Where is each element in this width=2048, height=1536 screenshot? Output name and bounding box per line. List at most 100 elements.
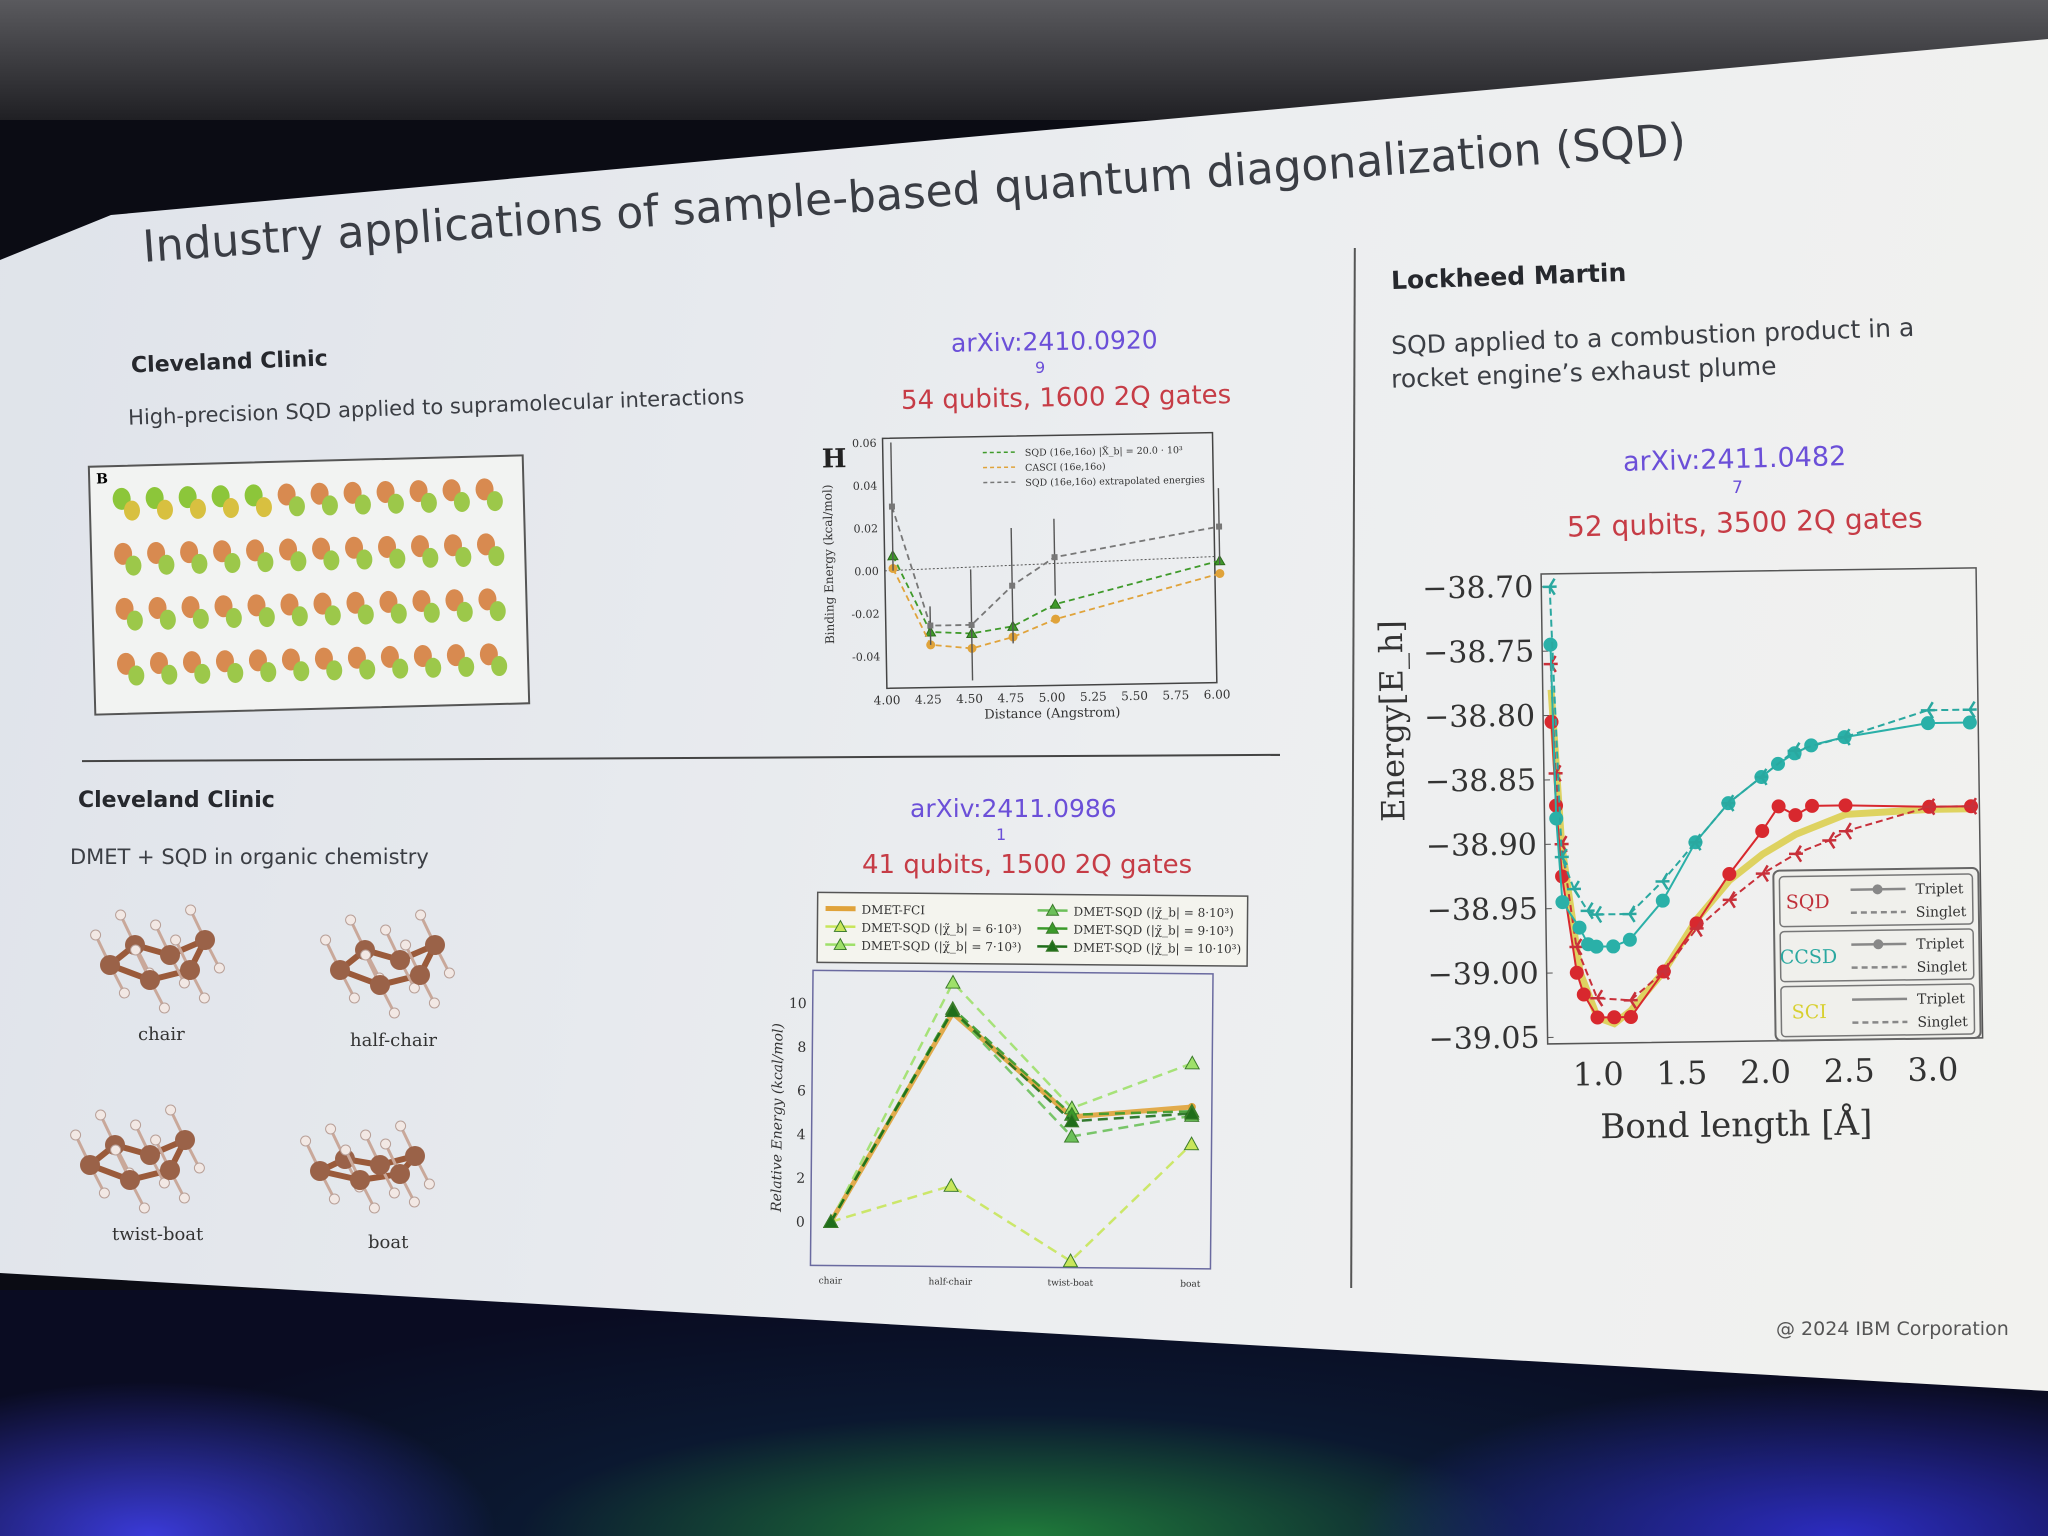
orbital-lobe bbox=[293, 661, 310, 682]
carbon-atom bbox=[405, 1146, 425, 1166]
orbital-grid bbox=[112, 478, 508, 686]
carbon-atom bbox=[330, 960, 350, 980]
series-line bbox=[1547, 689, 1972, 1028]
data-point bbox=[1623, 1010, 1638, 1025]
orbital-lobe bbox=[491, 656, 508, 677]
data-point bbox=[1569, 965, 1584, 980]
panel-description: SQD applied to a combustion product in a bbox=[1390, 312, 1915, 361]
x-tick-label: chair bbox=[819, 1276, 843, 1286]
hydrogen-atom bbox=[130, 944, 142, 956]
y-axis-label: Binding Energy (kcal/mol) bbox=[820, 484, 837, 644]
arxiv-link[interactable]: arXiv:2411.0482 bbox=[1622, 441, 1847, 478]
orbital-lobe bbox=[291, 606, 308, 627]
data-point bbox=[1590, 989, 1605, 1007]
hydrogen-atom bbox=[360, 1129, 372, 1141]
data-point bbox=[1838, 822, 1853, 840]
legend-marker bbox=[1045, 939, 1060, 952]
hydrogen-atom bbox=[388, 1007, 400, 1019]
orbital-lobe bbox=[161, 664, 178, 685]
orbital-lobe bbox=[255, 497, 272, 518]
y-tick-label: −39.05 bbox=[1428, 1021, 1540, 1058]
legend-swatch bbox=[1852, 997, 1908, 1001]
hydrogen-atom bbox=[165, 1104, 177, 1116]
arxiv-link[interactable]: arXiv:2410.0920 bbox=[950, 325, 1158, 358]
carbon-atom bbox=[410, 965, 430, 985]
hydrogen-atom bbox=[340, 1144, 352, 1156]
arxiv-overflow: 7 bbox=[1732, 478, 1743, 498]
hydrogen-atom bbox=[193, 1162, 205, 1174]
y-axis-label: Energy[E_h] bbox=[1372, 620, 1413, 822]
y-tick-label: 2 bbox=[796, 1171, 805, 1187]
legend-label: Singlet bbox=[1916, 904, 1967, 921]
molecule-label: half-chair bbox=[350, 1030, 437, 1051]
y-tick-label: -0.04 bbox=[852, 650, 880, 663]
x-axis-label: Distance (Angstrom) bbox=[984, 705, 1120, 722]
data-point bbox=[1543, 637, 1558, 652]
carbon-atom bbox=[160, 1160, 180, 1180]
orbital-lobe bbox=[356, 549, 373, 570]
hydrogen-atom bbox=[395, 1120, 407, 1132]
hydrogen-atom bbox=[443, 967, 455, 979]
stage-light bbox=[1350, 1380, 2048, 1536]
hydrogen-atom bbox=[213, 962, 225, 974]
carbon-atom bbox=[80, 1155, 100, 1175]
qubit-stats: 52 qubits, 3500 2Q gates bbox=[1566, 501, 1923, 544]
orbital-lobe bbox=[456, 601, 473, 622]
data-point bbox=[1921, 716, 1936, 731]
org-name: Cleveland Clinic bbox=[78, 788, 275, 813]
data-point bbox=[1622, 932, 1637, 947]
hydrogen-atom bbox=[90, 929, 102, 941]
orbital-lobe bbox=[323, 550, 340, 571]
data-point bbox=[1962, 700, 1977, 719]
panel-label: H bbox=[822, 444, 847, 474]
molecule-label: twist-boat bbox=[112, 1224, 204, 1245]
orbital-lobe bbox=[425, 657, 442, 678]
arxiv-link[interactable]: arXiv:2411.0986 bbox=[910, 794, 1117, 823]
legend-label: SQD (16e,16o) |X̃_b| = 20.0 · 10³ bbox=[1025, 444, 1183, 458]
orbital-lobe bbox=[455, 546, 472, 567]
data-point bbox=[1215, 569, 1225, 579]
y-tick-label: 8 bbox=[797, 1040, 806, 1056]
hydrogen-atom bbox=[185, 904, 197, 916]
carbon-atom bbox=[350, 1170, 370, 1190]
orbital-lobe bbox=[390, 603, 407, 624]
data-point bbox=[1771, 799, 1786, 814]
data-point bbox=[1788, 808, 1803, 823]
hydrogen-atom bbox=[408, 1196, 420, 1208]
data-point bbox=[1183, 1105, 1200, 1120]
series-line bbox=[829, 980, 1193, 1223]
data-point bbox=[1722, 866, 1737, 881]
data-point bbox=[1555, 895, 1570, 910]
series-line bbox=[892, 555, 1220, 635]
orbital-lobe bbox=[126, 610, 143, 631]
legend-label: Singlet bbox=[1917, 959, 1968, 976]
legend-marker bbox=[1872, 884, 1883, 895]
orbital-lobe bbox=[290, 551, 307, 572]
y-tick-label: −39.00 bbox=[1427, 956, 1539, 993]
molecule-label: chair bbox=[138, 1024, 185, 1045]
orbital-lobe bbox=[453, 491, 470, 512]
data-point bbox=[1655, 872, 1670, 890]
data-point bbox=[1216, 523, 1223, 530]
data-point bbox=[1183, 1136, 1200, 1151]
legend-label: Triplet bbox=[1917, 991, 1965, 1008]
molecule-label: boat bbox=[368, 1232, 409, 1253]
legend-swatch bbox=[983, 466, 1019, 469]
y-tick-label: 10 bbox=[789, 996, 807, 1012]
data-point bbox=[1051, 614, 1061, 624]
data-point bbox=[1755, 824, 1770, 839]
carbon-atom bbox=[140, 970, 160, 990]
stage-light bbox=[0, 1380, 500, 1536]
hydrogen-atom bbox=[368, 1202, 380, 1214]
x-tick-label: 5.75 bbox=[1162, 688, 1189, 702]
data-point bbox=[1805, 798, 1820, 813]
orbital-lobe bbox=[392, 658, 409, 679]
orbital-lobe bbox=[354, 494, 371, 515]
legend-label: SQD (16e,16o) extrapolated energies bbox=[1025, 475, 1205, 489]
figure-letter: B bbox=[95, 471, 109, 488]
carbon-atom bbox=[175, 1130, 195, 1150]
y-tick-label: 6 bbox=[797, 1083, 806, 1099]
data-point bbox=[1920, 701, 1935, 719]
legend-marker bbox=[1045, 903, 1060, 916]
